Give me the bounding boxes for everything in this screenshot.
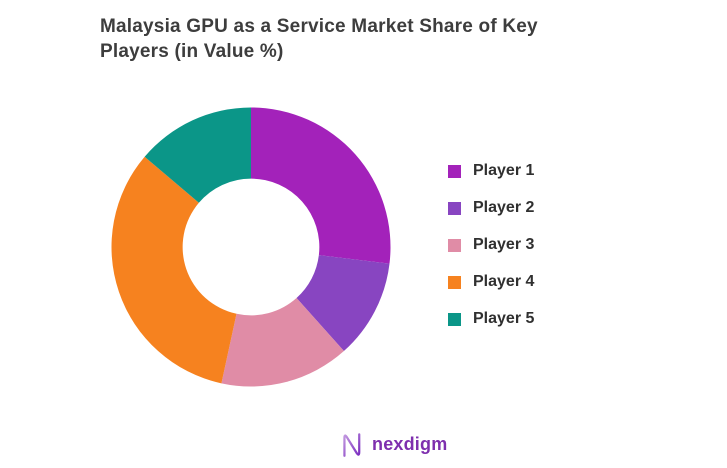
legend-swatch-player-4	[448, 275, 461, 289]
donut-segment-player-2	[296, 255, 390, 352]
legend-item-player-5: Player 5	[448, 309, 534, 329]
donut-segment-player-5	[144, 107, 251, 203]
legend-swatch-player-3	[448, 238, 461, 252]
legend-item-player-2: Player 2	[448, 198, 534, 218]
donut-chart	[111, 107, 391, 387]
legend-swatch-player-1	[448, 164, 461, 178]
legend-item-player-1: Player 1	[448, 161, 534, 181]
donut-segment-player-3	[221, 297, 344, 387]
chart-title-line1: Malaysia GPU as a Service Market Share o…	[100, 16, 538, 37]
legend-swatch-player-5	[448, 312, 461, 326]
donut-segment-player-1	[251, 107, 391, 264]
nexdigm-logo-text: nexdigm	[372, 433, 448, 454]
legend-label-player-4: Player 4	[473, 273, 535, 290]
nexdigm-logo-icon	[343, 433, 361, 457]
legend-label-player-3: Player 3	[473, 236, 535, 253]
legend-item-player-3: Player 3	[448, 235, 534, 255]
legend-swatch-player-2	[448, 201, 461, 215]
nexdigm-logo: nexdigm	[340, 429, 447, 459]
legend-label-player-2: Player 2	[473, 199, 535, 216]
legend-label-player-5: Player 5	[473, 310, 535, 327]
chart-title-line2: Players (in Value %)	[100, 41, 284, 62]
donut-segment-player-4	[111, 156, 237, 384]
chart-legend: Player 1 Player 2 Player 3 Player 4 Play…	[448, 161, 534, 346]
legend-item-player-4: Player 4	[448, 272, 534, 292]
chart-title: Malaysia GPU as a Service Market Share o…	[100, 14, 660, 64]
legend-label-player-1: Player 1	[473, 162, 535, 179]
